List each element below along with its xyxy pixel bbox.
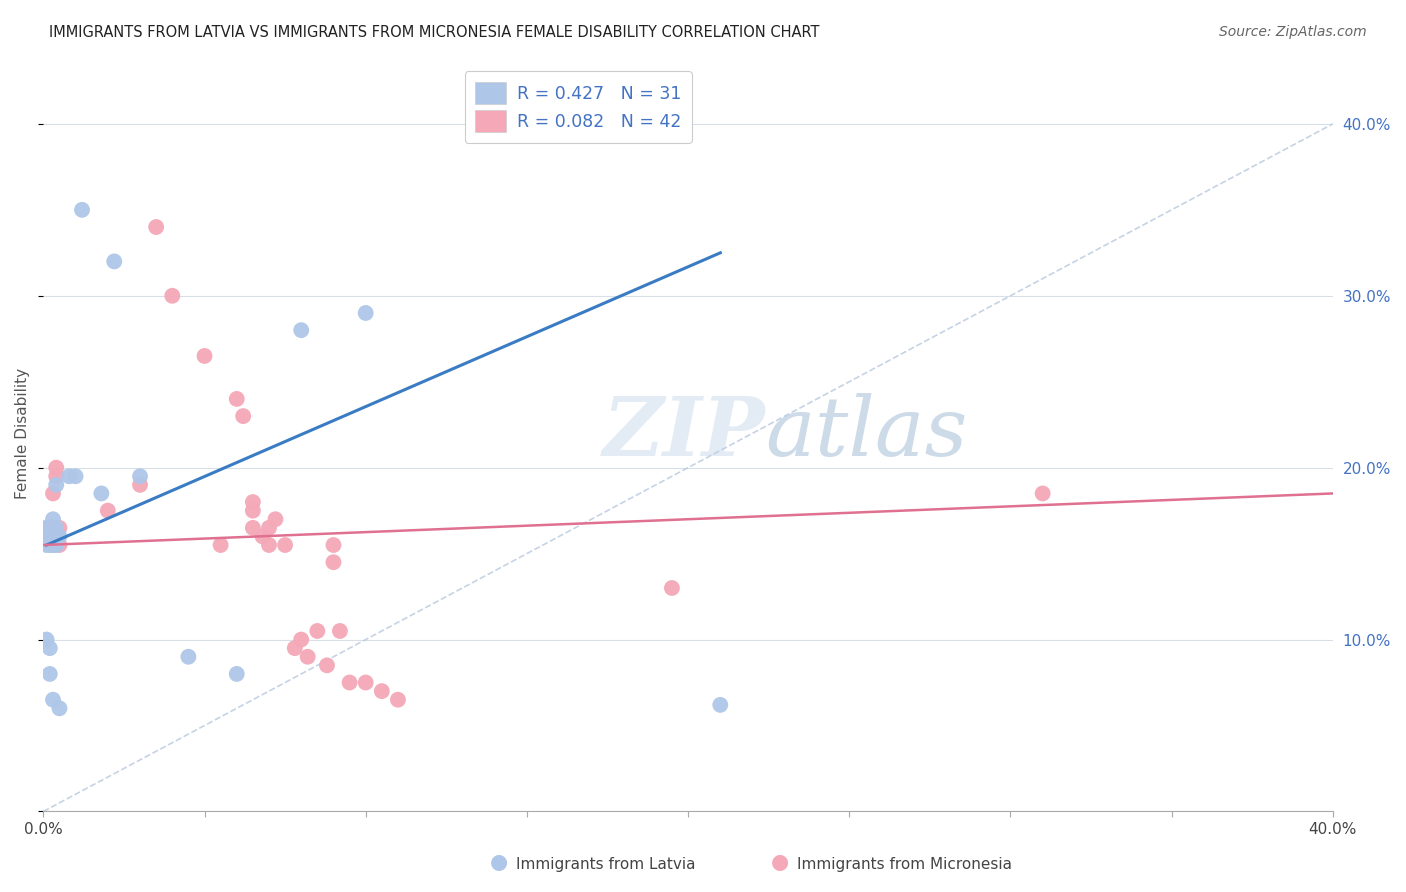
- Point: [242, 495, 264, 509]
- Text: IMMIGRANTS FROM LATVIA VS IMMIGRANTS FROM MICRONESIA FEMALE DISABILITY CORRELATI: IMMIGRANTS FROM LATVIA VS IMMIGRANTS FRO…: [49, 25, 820, 40]
- Point: [45, 469, 67, 483]
- Point: [290, 632, 312, 647]
- Point: [193, 349, 215, 363]
- Point: [290, 323, 312, 337]
- Point: [45, 521, 67, 535]
- Point: [42, 486, 65, 500]
- Point: [38, 529, 60, 543]
- Point: [297, 649, 319, 664]
- Point: [1032, 486, 1054, 500]
- Point: [35, 521, 58, 535]
- Point: [371, 684, 394, 698]
- Text: Source: ZipAtlas.com: Source: ZipAtlas.com: [1219, 25, 1367, 39]
- Point: [90, 486, 112, 500]
- Point: [257, 521, 280, 535]
- Point: [162, 289, 184, 303]
- Point: [339, 675, 361, 690]
- Point: [225, 392, 247, 406]
- Text: ●: ●: [772, 853, 789, 872]
- Point: [177, 649, 200, 664]
- Point: [322, 538, 344, 552]
- Point: [38, 529, 60, 543]
- Point: [42, 521, 65, 535]
- Point: [129, 478, 152, 492]
- Point: [45, 538, 67, 552]
- Point: [45, 521, 67, 535]
- Point: [42, 692, 65, 706]
- Point: [103, 254, 125, 268]
- Point: [35, 632, 58, 647]
- Point: [42, 521, 65, 535]
- Point: [42, 521, 65, 535]
- Point: [97, 503, 120, 517]
- Point: [45, 460, 67, 475]
- Point: [35, 521, 58, 535]
- Point: [307, 624, 329, 638]
- Point: [35, 538, 58, 552]
- Point: [42, 512, 65, 526]
- Point: [316, 658, 339, 673]
- Point: [70, 202, 93, 217]
- Point: [38, 538, 60, 552]
- Point: [257, 538, 280, 552]
- Point: [329, 624, 352, 638]
- Text: Immigrants from Latvia: Immigrants from Latvia: [516, 857, 696, 872]
- Point: [38, 667, 60, 681]
- Point: [48, 521, 70, 535]
- Point: [354, 306, 377, 320]
- Point: [354, 675, 377, 690]
- Y-axis label: Female Disability: Female Disability: [15, 368, 30, 499]
- Point: [209, 538, 232, 552]
- Point: [387, 692, 409, 706]
- Legend: R = 0.427   N = 31, R = 0.082   N = 42: R = 0.427 N = 31, R = 0.082 N = 42: [464, 71, 692, 143]
- Text: Immigrants from Micronesia: Immigrants from Micronesia: [797, 857, 1012, 872]
- Point: [661, 581, 683, 595]
- Point: [38, 521, 60, 535]
- Point: [129, 469, 152, 483]
- Text: atlas: atlas: [765, 393, 967, 474]
- Point: [284, 641, 307, 656]
- Point: [264, 512, 287, 526]
- Point: [65, 469, 87, 483]
- Point: [42, 538, 65, 552]
- Point: [45, 478, 67, 492]
- Text: ●: ●: [491, 853, 508, 872]
- Point: [232, 409, 254, 423]
- Text: ZIP: ZIP: [603, 393, 765, 474]
- Point: [38, 641, 60, 656]
- Point: [38, 521, 60, 535]
- Point: [242, 503, 264, 517]
- Point: [252, 529, 274, 543]
- Point: [58, 469, 80, 483]
- Point: [48, 529, 70, 543]
- Point: [48, 701, 70, 715]
- Point: [709, 698, 731, 712]
- Point: [42, 538, 65, 552]
- Point: [48, 538, 70, 552]
- Point: [242, 521, 264, 535]
- Point: [274, 538, 297, 552]
- Point: [38, 521, 60, 535]
- Point: [35, 529, 58, 543]
- Point: [42, 529, 65, 543]
- Point: [225, 667, 247, 681]
- Point: [322, 555, 344, 569]
- Point: [145, 220, 167, 235]
